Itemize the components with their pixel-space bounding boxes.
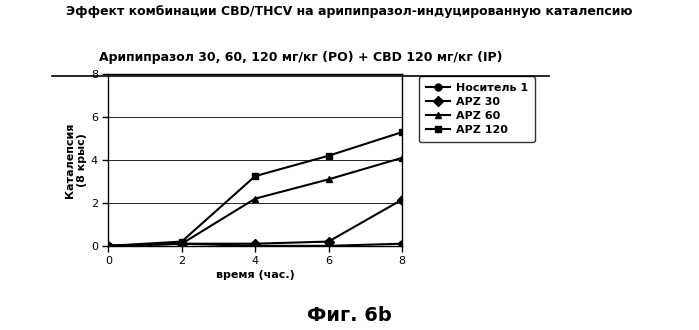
APZ 120 [251, 174, 259, 178]
Носитель 1 [398, 242, 406, 246]
APZ 30 [251, 242, 259, 246]
APZ 30 [398, 198, 406, 202]
X-axis label: время (час.): время (час.) [216, 270, 294, 280]
APZ 60 [398, 156, 406, 160]
Text: Эффект комбинации CBD/THCV на арипипразол-индуцированную каталепсию: Эффект комбинации CBD/THCV на арипипразо… [66, 5, 633, 18]
Носитель 1 [251, 244, 259, 248]
APZ 60 [324, 178, 333, 182]
Legend: Носитель 1, APZ 30, APZ 60, APZ 120: Носитель 1, APZ 30, APZ 60, APZ 120 [419, 76, 535, 142]
APZ 60 [251, 197, 259, 201]
APZ 30 [178, 242, 186, 246]
Line: APZ 120: APZ 120 [105, 129, 405, 249]
APZ 30 [324, 240, 333, 244]
Носитель 1 [178, 242, 186, 246]
Line: APZ 30: APZ 30 [105, 196, 405, 249]
APZ 60 [178, 242, 186, 246]
Y-axis label: Каталепсия
(8 крыс): Каталепсия (8 крыс) [65, 122, 87, 198]
Text: Арипипразол 30, 60, 120 мг/кг (РО) + CBD 120 мг/кг (IP): Арипипразол 30, 60, 120 мг/кг (РО) + CBD… [99, 51, 503, 64]
APZ 120 [104, 244, 113, 248]
APZ 120 [324, 154, 333, 158]
Text: Фиг. 6b: Фиг. 6b [307, 306, 392, 325]
APZ 120 [178, 240, 186, 244]
Line: APZ 60: APZ 60 [105, 154, 405, 249]
Носитель 1 [104, 244, 113, 248]
APZ 30 [104, 244, 113, 248]
APZ 120 [398, 130, 406, 134]
APZ 60 [104, 244, 113, 248]
Носитель 1 [324, 244, 333, 248]
Line: Носитель 1: Носитель 1 [105, 240, 405, 249]
